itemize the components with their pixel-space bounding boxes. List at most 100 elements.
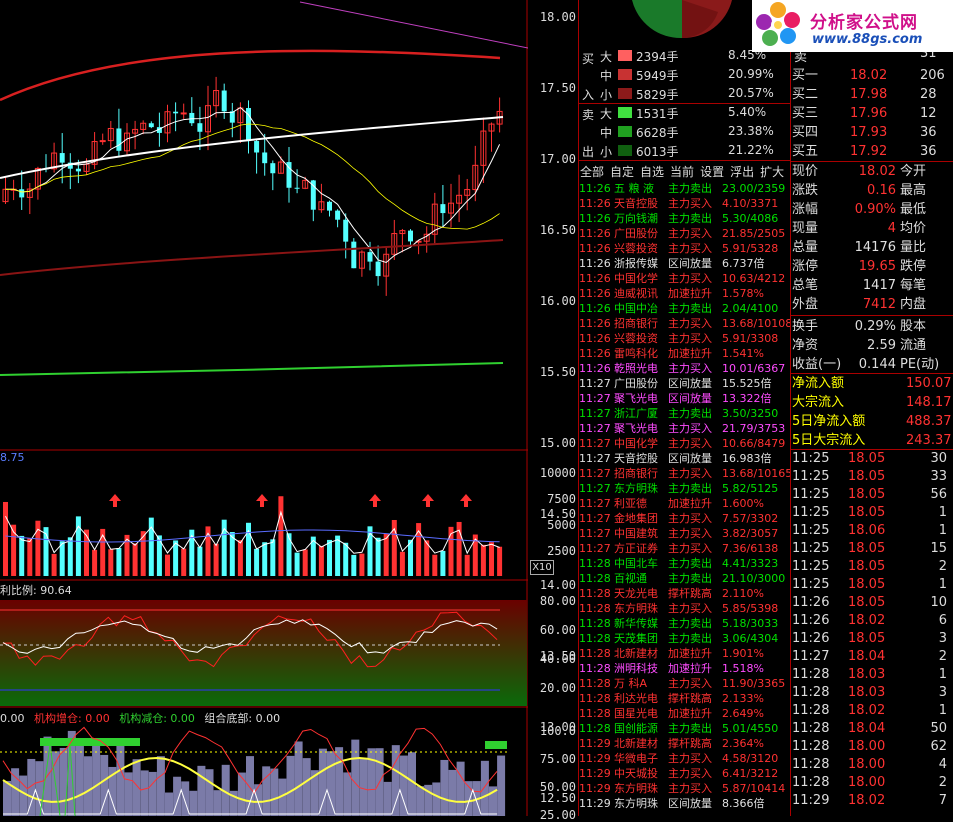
- tick-row[interactable]: 11:27 广田股份 区间放量 15.525倍: [578, 376, 790, 391]
- tick-row[interactable]: 11:26 中国中冶 主力卖出 2.04/4100: [578, 301, 790, 316]
- tick-row[interactable]: 11:28 天龙光电 撑杆跳高 2.110%: [578, 586, 790, 601]
- tab-3[interactable]: 当前: [670, 165, 695, 179]
- trade-row[interactable]: 11:28 18.00 4: [790, 756, 953, 774]
- tick-row[interactable]: 11:26 兴蓉投资 主力买入 5.91/5328: [578, 241, 790, 256]
- candle-body-down: [440, 204, 446, 214]
- bid-volume: 206: [920, 68, 945, 83]
- trade-row[interactable]: 11:29 18.02 7: [790, 792, 953, 810]
- trade-row[interactable]: 11:25 18.05 33: [790, 468, 953, 486]
- bid-row[interactable]: 买一 18.02 206: [790, 66, 953, 85]
- tick-row[interactable]: 11:28 北新建材 加速拉升 1.901%: [578, 646, 790, 661]
- tick-row[interactable]: 11:28 国星光电 加速拉升 2.649%: [578, 706, 790, 721]
- order-color-swatch: [618, 50, 632, 61]
- tick-row[interactable]: 11:28 万 科A 主力买入 11.90/3365: [578, 676, 790, 691]
- kline-chart-svg[interactable]: [0, 0, 528, 816]
- tick-row[interactable]: 11:28 百视通 主力卖出 21.10/3000: [578, 571, 790, 586]
- tick-row[interactable]: 11:27 东方明珠 主力卖出 5.82/5125: [578, 481, 790, 496]
- tick-row[interactable]: 11:27 利亚德 加速拉升 1.600%: [578, 496, 790, 511]
- trade-row[interactable]: 11:25 18.05 56: [790, 486, 953, 504]
- tab-4[interactable]: 设置: [700, 165, 725, 179]
- trade-row[interactable]: 11:28 18.00 62: [790, 738, 953, 756]
- inst-bar: [497, 755, 506, 816]
- tick-value: 4.10/3371: [722, 197, 779, 210]
- trade-row[interactable]: 11:28 18.02 1: [790, 702, 953, 720]
- tick-row[interactable]: 11:26 天音控股 主力买入 4.10/3371: [578, 196, 790, 211]
- tick-row[interactable]: 11:28 天茂集团 主力卖出 3.06/4304: [578, 631, 790, 646]
- tick-row[interactable]: 11:27 中国建筑 主力买入 3.82/3057: [578, 526, 790, 541]
- trade-row[interactable]: 11:25 18.05 30: [790, 450, 953, 468]
- tick-type: 主力买入: [668, 272, 712, 285]
- candle-body-down: [294, 187, 300, 189]
- tab-0[interactable]: 全部: [580, 165, 605, 179]
- tick-row[interactable]: 11:28 新华传媒 主力卖出 5.18/3033: [578, 616, 790, 631]
- tick-row[interactable]: 11:27 方正证券 主力买入 7.36/6138: [578, 541, 790, 556]
- order-color-swatch: [618, 107, 632, 118]
- stat-key-2: 内盘: [900, 297, 927, 312]
- bid-row[interactable]: 买二 17.98 28: [790, 85, 953, 104]
- trade-row[interactable]: 11:25 18.06 1: [790, 522, 953, 540]
- trade-row[interactable]: 11:28 18.04 50: [790, 720, 953, 738]
- tab-6[interactable]: 扩大: [760, 165, 785, 179]
- tick-row[interactable]: 11:27 浙江广厦 主力卖出 3.50/3250: [578, 406, 790, 421]
- tick-row[interactable]: 11:29 中天城投 主力买入 6.41/3212: [578, 766, 790, 781]
- trade-row[interactable]: 11:25 18.05 1: [790, 576, 953, 594]
- tick-row[interactable]: 11:28 中国北车 主力卖出 4.41/3323: [578, 556, 790, 571]
- tick-row[interactable]: 11:29 东方明珠 区间放量 8.366倍: [578, 796, 790, 811]
- tab-5[interactable]: 浮出: [730, 165, 755, 179]
- tick-row[interactable]: 11:26 乾照光电 主力买入 10.01/6367: [578, 361, 790, 376]
- trade-row[interactable]: 11:25 18.05 15: [790, 540, 953, 558]
- tick-stock-name: 聚飞光电: [614, 392, 658, 405]
- tick-row[interactable]: 11:27 金地集团 主力买入 7.57/3302: [578, 511, 790, 526]
- tick-row[interactable]: 11:27 聚飞光电 主力买入 21.79/3753: [578, 421, 790, 436]
- price-axis-tick: 13.50: [539, 649, 576, 663]
- trade-time: 11:25: [792, 541, 830, 556]
- flow-row: 5日大宗流入 243.37: [790, 431, 953, 450]
- trade-row[interactable]: 11:25 18.05 1: [790, 504, 953, 522]
- trade-row[interactable]: 11:28 18.03 1: [790, 666, 953, 684]
- tick-row[interactable]: 11:29 东方明珠 主力买入 5.87/10414: [578, 781, 790, 796]
- tick-row[interactable]: 11:28 东方明珠 主力买入 5.85/5398: [578, 601, 790, 616]
- trade-row[interactable]: 11:26 18.05 3: [790, 630, 953, 648]
- trade-row[interactable]: 11:28 18.03 3: [790, 684, 953, 702]
- tick-row[interactable]: 11:26 五 粮 液 主力卖出 23.00/2359: [578, 181, 790, 196]
- trade-row[interactable]: 11:27 18.04 2: [790, 648, 953, 666]
- tick-row[interactable]: 11:26 中国化学 主力买入 10.63/4212: [578, 271, 790, 286]
- tick-time: 11:27: [579, 467, 611, 480]
- trade-row[interactable]: 11:28 18.00 2: [790, 774, 953, 792]
- tick-row[interactable]: 11:27 天音控股 区间放量 16.983倍: [578, 451, 790, 466]
- kline-chart-area[interactable]: 8.75 利比例: 90.64 0.00 机构增仓: 0.00 机构减仓: 0.…: [0, 0, 528, 816]
- bid-row[interactable]: 买四 17.93 36: [790, 123, 953, 142]
- trade-time: 11:28: [792, 757, 830, 772]
- volume-bar: [229, 532, 235, 576]
- tick-row[interactable]: 11:26 广田股份 主力买入 21.85/2505: [578, 226, 790, 241]
- trade-row[interactable]: 11:25 18.05 2: [790, 558, 953, 576]
- tick-row[interactable]: 11:26 招商银行 主力买入 13.68/10108: [578, 316, 790, 331]
- tick-row[interactable]: 11:26 迪威视讯 加速拉升 1.578%: [578, 286, 790, 301]
- bid-row[interactable]: 买三 17.96 12: [790, 104, 953, 123]
- trade-row[interactable]: 11:26 18.02 6: [790, 612, 953, 630]
- tick-row[interactable]: 11:26 雷鸣科化 加速拉升 1.541%: [578, 346, 790, 361]
- buy-side-label: 买: [582, 52, 595, 66]
- tick-value: 6.41/3212: [722, 767, 779, 780]
- tick-row[interactable]: 11:28 利达光电 撑杆跳高 2.133%: [578, 691, 790, 706]
- tick-row[interactable]: 11:27 招商银行 主力买入 13.68/10165: [578, 466, 790, 481]
- order-pct: 20.99%: [728, 67, 774, 81]
- stat2-row: 净资 2.59 流通: [790, 336, 953, 355]
- tab-1[interactable]: 自定: [610, 165, 635, 179]
- tick-row[interactable]: 11:29 北新建材 撑杆跳高 2.364%: [578, 736, 790, 751]
- tick-row[interactable]: 11:26 兴蓉投资 主力买入 5.91/3308: [578, 331, 790, 346]
- tick-row[interactable]: 11:28 洲明科技 加速拉升 1.518%: [578, 661, 790, 676]
- tick-row[interactable]: 11:29 华微电子 主力买入 4.58/3120: [578, 751, 790, 766]
- tab-2[interactable]: 自选: [640, 165, 665, 179]
- flow-key: 5日净流入额: [792, 414, 866, 429]
- bid-row[interactable]: 买五 17.92 36: [790, 142, 953, 161]
- price-axis-tick: 17.00: [539, 152, 576, 166]
- tick-row[interactable]: 11:27 聚飞光电 区间放量 13.322倍: [578, 391, 790, 406]
- tick-stock-name: 天茂集团: [614, 632, 658, 645]
- trade-row[interactable]: 11:26 18.05 10: [790, 594, 953, 612]
- tick-row[interactable]: 11:26 浙报传媒 区间放量 6.737倍: [578, 256, 790, 271]
- alert-tick-list[interactable]: 11:26 五 粮 液主力卖出 23.00/2359 11:26 天音控股 主力买入 4.1…: [578, 181, 790, 816]
- tick-row[interactable]: 11:26 万向钱潮 主力卖出 5.30/4086: [578, 211, 790, 226]
- tick-row[interactable]: 11:28 国创能源 主力卖出 5.01/4550: [578, 721, 790, 736]
- tick-row[interactable]: 11:27 中国化学 主力买入 10.66/8479: [578, 436, 790, 451]
